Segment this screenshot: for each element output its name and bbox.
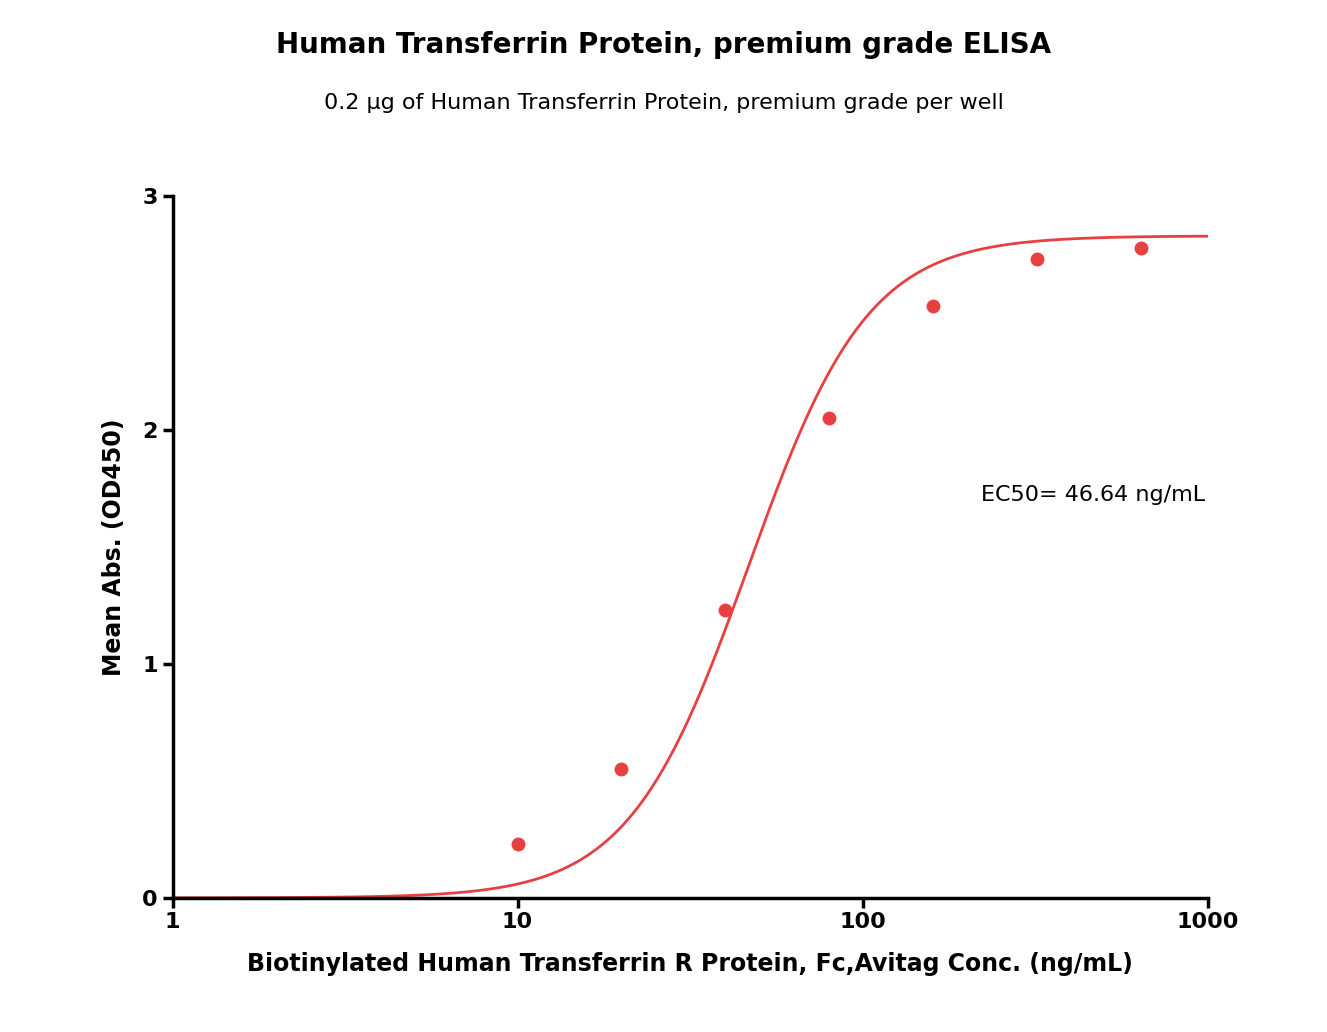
X-axis label: Biotinylated Human Transferrin R Protein, Fc,Avitag Conc. (ng/mL): Biotinylated Human Transferrin R Protein… [247,952,1133,976]
Text: EC50= 46.64 ng/mL: EC50= 46.64 ng/mL [981,485,1205,506]
Text: 0.2 μg of Human Transferrin Protein, premium grade per well: 0.2 μg of Human Transferrin Protein, pre… [324,93,1003,112]
Y-axis label: Mean Abs. (OD450): Mean Abs. (OD450) [102,418,126,676]
Text: Human Transferrin Protein, premium grade ELISA: Human Transferrin Protein, premium grade… [276,31,1051,59]
